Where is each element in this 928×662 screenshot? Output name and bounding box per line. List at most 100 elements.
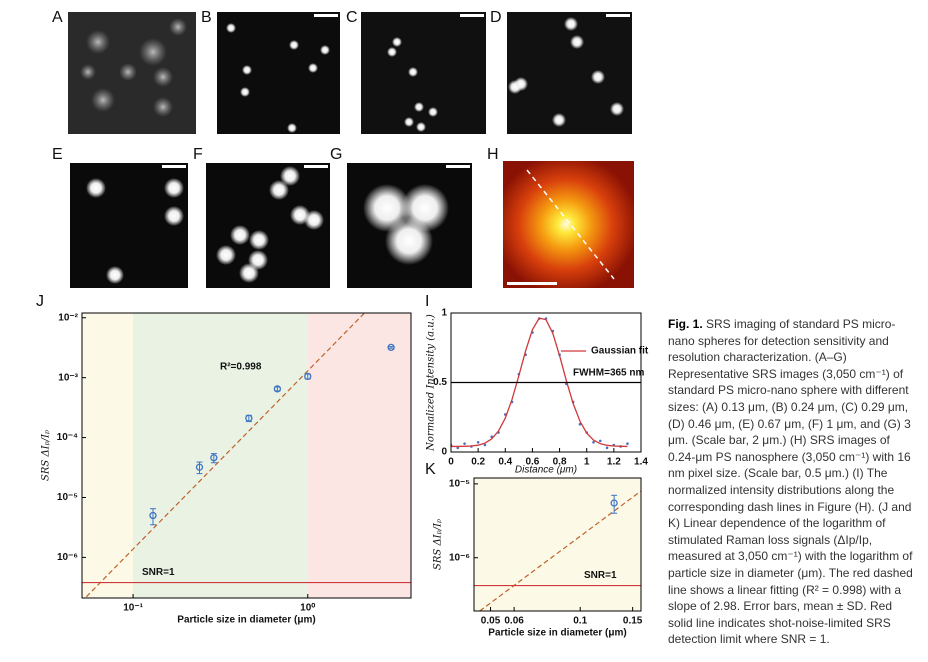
threshold-label: SNR=1 — [584, 570, 617, 581]
data-point — [598, 439, 602, 443]
faint-spot — [169, 18, 187, 36]
scale-bar — [507, 282, 557, 285]
particle — [164, 178, 184, 198]
y-tick-label: 10⁻⁵ — [57, 492, 78, 503]
region — [133, 313, 308, 598]
panel-label: H — [487, 146, 499, 163]
data-point — [456, 446, 460, 450]
particle — [242, 65, 252, 75]
x-tick-label: 0.4 — [498, 457, 512, 468]
particle — [269, 180, 289, 200]
faint-spot — [153, 97, 173, 117]
y-axis-label: SRS ΔIₚ/Iₚ — [433, 519, 444, 570]
chart: K 0.05 0.06 0.1 0.15 10⁻⁶ 10⁻⁵ SNR=1 Particle si… — [425, 461, 643, 638]
point — [273, 385, 282, 393]
plot-area — [85, 313, 395, 598]
particle — [564, 17, 578, 31]
y-tick-label: 10⁻³ — [58, 372, 78, 383]
x-tick-label: 0.15 — [623, 616, 643, 627]
panel-label: A — [52, 9, 63, 26]
particle — [304, 210, 324, 230]
micrograph — [507, 12, 632, 134]
plot-frame — [473, 477, 642, 612]
particle — [320, 45, 330, 55]
y-axis-label: SRS ΔIₚ/Iₚ — [41, 430, 52, 481]
x-tick-label: 0.6 — [525, 457, 539, 468]
particle — [387, 47, 397, 57]
panel-label: C — [346, 9, 358, 26]
point — [195, 463, 204, 471]
particle — [416, 122, 426, 132]
annotation: R²=0.998 — [220, 362, 262, 373]
particle — [552, 113, 566, 127]
scale-bar — [314, 14, 338, 17]
panel-label: I — [425, 293, 429, 310]
x-tick-label: 10⁰ — [300, 603, 315, 614]
point — [610, 499, 618, 507]
scale-bar — [162, 165, 186, 168]
panel-label: J — [36, 293, 44, 310]
particle — [610, 102, 624, 116]
particle — [240, 87, 250, 97]
y-tick-label: 10⁻² — [58, 312, 78, 323]
faint-spot — [86, 30, 110, 54]
annotation: FWHM=365 nm — [573, 368, 645, 379]
particle — [308, 63, 318, 73]
plot-area — [479, 490, 641, 611]
particle — [86, 178, 106, 198]
micrograph — [361, 12, 486, 134]
particle — [570, 35, 584, 49]
panel-label: K — [425, 461, 436, 478]
x-tick-label: 0.06 — [504, 616, 524, 627]
particle — [106, 266, 124, 284]
caption-label: Fig. 1. — [668, 317, 703, 331]
particle — [414, 102, 424, 112]
point — [304, 372, 312, 381]
y-tick-label: 1 — [441, 308, 447, 319]
x-tick-label: 0.2 — [471, 457, 485, 468]
particle — [392, 37, 402, 47]
x-tick-label: 0.05 — [481, 616, 501, 627]
chart: J 10⁻¹ 10⁰ 10⁻⁶ 10⁻⁵ 10⁻⁴ 10⁻³ 10⁻² SNR=1 R²=0.99… — [36, 293, 412, 626]
y-tick-label: 10⁻⁵ — [449, 478, 470, 489]
y-tick-label: 0.5 — [433, 377, 447, 388]
panel-label: D — [490, 9, 502, 26]
scale-bar — [460, 14, 484, 17]
scale-bar — [446, 165, 470, 168]
particle — [428, 107, 438, 117]
particle — [164, 206, 184, 226]
particle — [289, 40, 299, 50]
y-tick-label: 10⁻⁴ — [57, 432, 78, 443]
legend-label: Gaussian fit — [591, 346, 649, 357]
panel-label: G — [330, 146, 342, 163]
y-axis-label: Normalized Intensity (a.u.) — [426, 314, 437, 452]
particle — [230, 225, 250, 245]
x-tick-label: 1 — [584, 457, 590, 468]
particle — [385, 217, 433, 265]
plot-area — [451, 317, 629, 450]
particle — [249, 230, 269, 250]
faint-spot — [119, 63, 137, 81]
particle — [404, 117, 414, 127]
x-tick-label: 0 — [448, 457, 454, 468]
x-tick-label: 0.1 — [573, 616, 587, 627]
region — [307, 313, 411, 598]
particle — [280, 166, 300, 186]
y-tick-label: 10⁻⁶ — [449, 552, 470, 563]
fit-line — [479, 490, 641, 611]
heatmap — [503, 161, 634, 288]
caption-text: SRS imaging of standard PS micro-nano sp… — [668, 317, 913, 647]
plot-frame — [81, 312, 412, 599]
threshold-label: SNR=1 — [142, 567, 175, 578]
data-point — [626, 442, 629, 445]
point — [149, 511, 157, 520]
fit-line — [85, 313, 365, 598]
faint-spot — [80, 64, 96, 80]
micrograph — [217, 12, 340, 134]
x-axis-label: Particle size in diameter (μm) — [177, 615, 315, 626]
point — [210, 454, 218, 462]
data-point — [476, 440, 480, 444]
data-point — [605, 446, 609, 450]
